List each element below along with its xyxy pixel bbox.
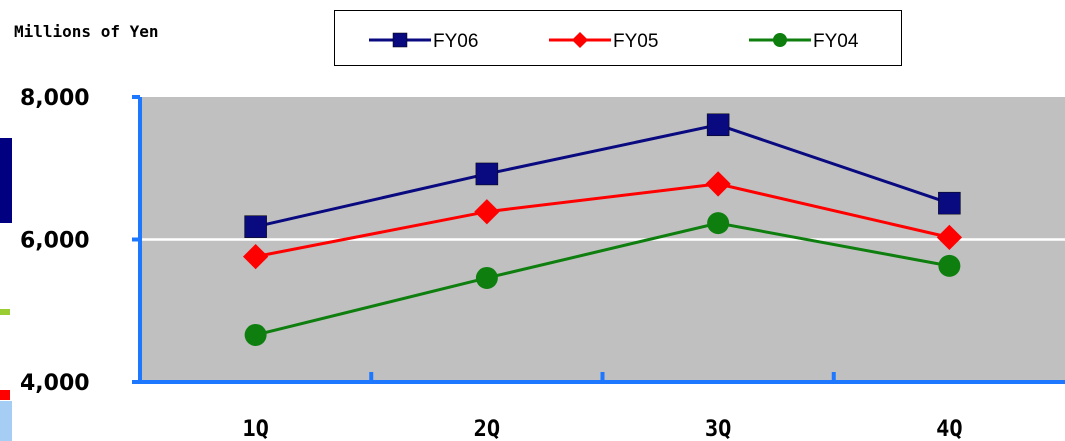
legend-marker-fy06	[392, 32, 408, 48]
side-strip-red	[0, 390, 10, 400]
legend-marker-fy04	[773, 33, 787, 47]
y-tick-label: 4,000	[20, 371, 90, 396]
y-axis-unit-label: Millions of Yen	[14, 22, 159, 41]
legend: FY06 FY05 FY04	[334, 10, 902, 66]
side-strip-navy	[0, 138, 12, 223]
data-point-fy05	[936, 224, 963, 251]
x-tick-label: 3Q	[705, 417, 732, 441]
x-tick-label: 1Q	[242, 417, 269, 441]
y-tick-label: 6,000	[20, 229, 90, 254]
data-point-fy04	[475, 266, 498, 289]
data-point-fy06	[938, 191, 961, 215]
side-strip-lightblue	[0, 401, 12, 441]
data-point-fy06	[244, 215, 267, 238]
data-point-fy05	[474, 199, 500, 225]
data-point-fy04	[707, 212, 730, 235]
data-point-fy05	[705, 171, 731, 197]
legend-label-fy04: FY04	[813, 31, 859, 52]
series-line-fy06	[255, 123, 950, 229]
x-tick-label: 4Q	[936, 417, 963, 441]
data-point-fy04	[938, 254, 961, 277]
series-line-fy04	[255, 221, 950, 337]
data-point-fy06	[475, 162, 499, 186]
legend-label-fy05: FY05	[613, 31, 658, 52]
legend-label-fy06: FY06	[433, 31, 478, 52]
y-tick-label: 8,000	[20, 86, 90, 111]
legend-svg: FY06 FY05 FY04	[369, 31, 859, 52]
x-tick-label: 2Q	[474, 417, 501, 441]
data-point-fy04	[244, 323, 267, 346]
data-point-fy06	[706, 113, 730, 137]
side-strip-green	[0, 309, 10, 315]
data-point-fy05	[242, 243, 269, 270]
series-line-fy05	[255, 182, 950, 259]
